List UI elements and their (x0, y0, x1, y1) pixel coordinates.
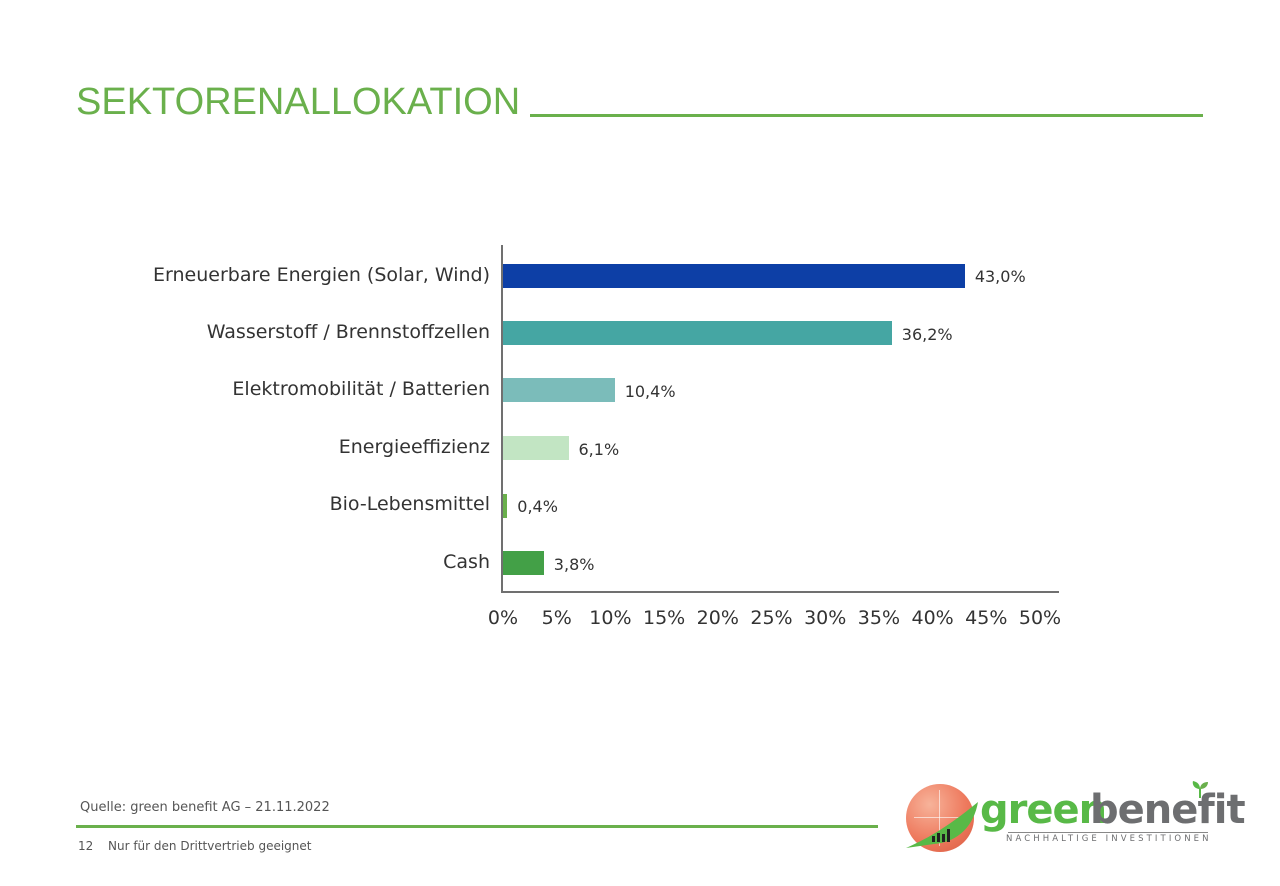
value-label: 0,4% (517, 497, 558, 516)
value-label: 3,8% (553, 555, 595, 574)
logo-tagline: NACHHALTIGE INVESTITIONEN (1006, 834, 1212, 844)
bar (503, 378, 615, 402)
category-label: Bio-Lebensmittel (329, 493, 490, 515)
x-axis-line (501, 591, 1059, 593)
logo-word-green: green (980, 787, 1107, 833)
logo-word-benefit: benefit (1090, 787, 1246, 833)
category-label: Energieeffizienz (338, 436, 490, 458)
category-label: Wasserstoff / Brennstoffzellen (206, 321, 490, 343)
value-label: 36,2% (901, 325, 953, 344)
bar (503, 551, 544, 575)
sprout-icon (1192, 781, 1208, 798)
leaf-chart-icon (906, 802, 978, 848)
disclaimer: Nur für den Drittvertrieb geeignet (108, 839, 312, 853)
page-number: 12 (78, 839, 94, 853)
x-tick: 15% (642, 607, 686, 629)
x-tick: 40% (911, 607, 954, 629)
category-label: Cash (443, 551, 490, 573)
green-benefit-logo: green benefit NACHHALTIGE INVESTITIONEN (900, 780, 1246, 864)
x-tick: 45% (965, 607, 1008, 629)
bar (503, 494, 508, 518)
y-axis-line (501, 245, 503, 593)
x-tick: 35% (857, 607, 901, 629)
x-tick: 20% (696, 607, 739, 629)
bar (503, 436, 569, 460)
title-underline (530, 114, 1203, 117)
bar (503, 264, 965, 288)
x-tick: 5% (541, 607, 572, 629)
page-title: SEKTORENALLOKATION (76, 81, 521, 123)
x-tick: 30% (804, 607, 847, 629)
bar (503, 321, 892, 345)
category-label: Elektromobilität / Batterien (232, 378, 490, 400)
x-tick: 25% (750, 607, 793, 629)
x-tick: 10% (589, 607, 632, 629)
x-tick: 0% (487, 607, 519, 629)
category-label: Erneuerbare Energien (Solar, Wind) (153, 264, 490, 286)
value-label: 43,0% (974, 267, 1026, 286)
value-label: 10,4% (624, 382, 676, 401)
x-tick: 50% (1018, 607, 1062, 629)
logo-divider (1008, 832, 1208, 833)
source-note: Quelle: green benefit AG – 21.11.2022 (80, 800, 330, 815)
value-label: 6,1% (578, 440, 620, 459)
footer-divider (76, 825, 878, 828)
